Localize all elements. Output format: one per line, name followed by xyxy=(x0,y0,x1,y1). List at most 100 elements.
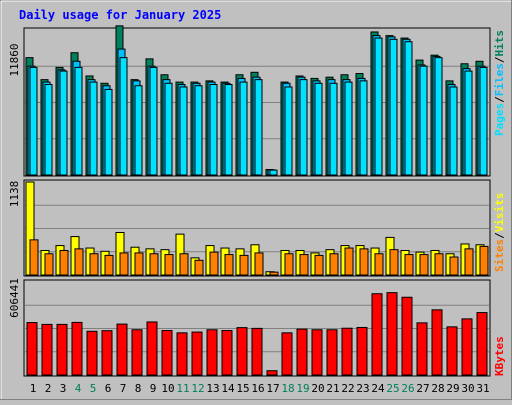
bar-kbytes-day-19 xyxy=(296,328,308,376)
bar-sites-day-24 xyxy=(374,253,384,276)
bar-pages-day-25 xyxy=(389,38,398,176)
legend-sep-2: / xyxy=(493,56,506,63)
x-label-day-31: 31 xyxy=(476,382,489,395)
bar-kbytes-day-1 xyxy=(26,322,38,376)
bar-sites-day-23 xyxy=(359,248,369,276)
bar-pages-day-1 xyxy=(29,66,38,176)
bar-kbytes-day-6 xyxy=(101,330,113,376)
legend-hits: Hits xyxy=(493,30,506,57)
legend-sep-3: / xyxy=(493,232,506,239)
x-label-day-27: 27 xyxy=(416,382,429,395)
bar-kbytes-day-12 xyxy=(191,331,203,376)
bar-sites-day-29 xyxy=(449,256,459,276)
bar-kbytes-day-25 xyxy=(386,292,398,376)
bar-kbytes-day-30 xyxy=(461,318,473,376)
x-label-day-23: 23 xyxy=(356,382,369,395)
bar-kbytes-day-11 xyxy=(176,332,188,376)
x-axis-labels: 1 2 3 4 5 6 7 8 9 10 11 12 13 14 15 16 17 18 19 20 21 22 23 24 2… xyxy=(30,382,490,395)
x-label-day-2: 2 xyxy=(45,382,52,395)
x-label-day-12: 12 xyxy=(191,382,204,395)
legend-visits: Visits xyxy=(493,193,506,233)
x-label-day-22: 22 xyxy=(341,382,354,395)
legend-pages: Pages xyxy=(493,103,506,136)
bar-kbytes-day-16 xyxy=(251,327,263,376)
bar-pages-day-2 xyxy=(44,84,53,176)
bar-kbytes-day-5 xyxy=(86,330,98,376)
legend-sep-1: / xyxy=(493,96,506,103)
bar-kbytes-day-22 xyxy=(341,327,353,376)
bar-pages-day-14 xyxy=(224,84,233,176)
bar-sites-day-25 xyxy=(389,249,399,276)
bar-kbytes-day-29 xyxy=(446,326,458,376)
x-label-day-13: 13 xyxy=(206,382,219,395)
bar-sites-day-19 xyxy=(299,254,309,276)
bar-pages-day-28 xyxy=(434,57,443,176)
legend-files: Files xyxy=(493,63,506,96)
x-label-day-18: 18 xyxy=(281,382,294,395)
bar-pages-day-30 xyxy=(464,70,473,176)
x-label-day-17: 17 xyxy=(266,382,279,395)
chart-title: Daily usage for January 2025 xyxy=(19,8,221,22)
bar-kbytes-day-13 xyxy=(206,329,218,376)
bar-sites-day-1 xyxy=(29,239,39,276)
x-label-day-4: 4 xyxy=(75,382,82,395)
bar-pages-day-24 xyxy=(374,37,383,176)
bar-sites-day-7 xyxy=(119,252,129,276)
legend-kbytes: KBytes xyxy=(493,336,506,376)
x-label-day-15: 15 xyxy=(236,382,249,395)
bar-sites-day-28 xyxy=(434,253,444,276)
bar-kbytes-day-20 xyxy=(311,329,323,376)
x-label-day-25: 25 xyxy=(386,382,399,395)
bar-pages-day-11 xyxy=(179,86,188,176)
x-label-day-10: 10 xyxy=(161,382,174,395)
bar-pages-day-23 xyxy=(359,80,368,176)
bar-kbytes-day-27 xyxy=(416,322,428,376)
x-label-day-29: 29 xyxy=(446,382,459,395)
x-label-day-14: 14 xyxy=(221,382,235,395)
bar-kbytes-day-2 xyxy=(41,323,53,376)
bar-kbytes-day-8 xyxy=(131,329,143,376)
bar-sites-day-21 xyxy=(329,253,339,276)
x-label-day-19: 19 xyxy=(296,382,309,395)
bar-sites-day-6 xyxy=(104,254,114,276)
sites-ymax-label: 1138 xyxy=(8,181,21,208)
x-label-day-5: 5 xyxy=(90,382,97,395)
bar-pages-day-17 xyxy=(269,169,278,176)
bar-pages-day-4 xyxy=(74,66,83,176)
bars xyxy=(25,25,489,376)
bar-sites-day-4 xyxy=(74,248,84,276)
x-label-day-20: 20 xyxy=(311,382,324,395)
bar-pages-day-7 xyxy=(119,57,128,176)
bar-sites-day-5 xyxy=(89,253,99,276)
bar-sites-day-26 xyxy=(404,254,414,276)
bar-kbytes-day-31 xyxy=(476,312,488,376)
x-label-day-16: 16 xyxy=(251,382,264,395)
bar-sites-day-16 xyxy=(254,252,264,276)
bar-kbytes-day-21 xyxy=(326,329,338,376)
bar-pages-day-15 xyxy=(239,81,248,176)
bar-pages-day-31 xyxy=(479,66,488,176)
legend-hits-panel: Pages/Files/Hits xyxy=(493,30,506,136)
bar-sites-day-15 xyxy=(239,254,249,276)
bar-sites-day-12 xyxy=(194,259,204,276)
bar-kbytes-day-4 xyxy=(71,321,83,376)
bar-pages-day-18 xyxy=(284,86,293,176)
bar-sites-day-8 xyxy=(134,252,144,276)
x-label-day-8: 8 xyxy=(135,382,142,395)
bar-sites-day-20 xyxy=(314,254,324,276)
bar-kbytes-day-23 xyxy=(356,326,368,376)
bar-sites-day-13 xyxy=(209,251,219,276)
x-label-day-7: 7 xyxy=(120,382,127,395)
bar-sites-day-22 xyxy=(344,247,354,276)
bar-kbytes-day-24 xyxy=(371,293,383,376)
bar-kbytes-day-15 xyxy=(236,327,248,376)
bar-kbytes-day-17 xyxy=(266,370,278,376)
bar-sites-day-11 xyxy=(179,253,189,276)
bar-kbytes-day-28 xyxy=(431,309,443,376)
bar-kbytes-day-10 xyxy=(161,330,173,376)
bar-sites-day-9 xyxy=(149,253,159,276)
bar-sites-day-10 xyxy=(164,254,174,276)
bar-pages-day-10 xyxy=(164,82,173,176)
bar-pages-day-22 xyxy=(344,81,353,176)
bar-sites-day-27 xyxy=(419,254,429,276)
